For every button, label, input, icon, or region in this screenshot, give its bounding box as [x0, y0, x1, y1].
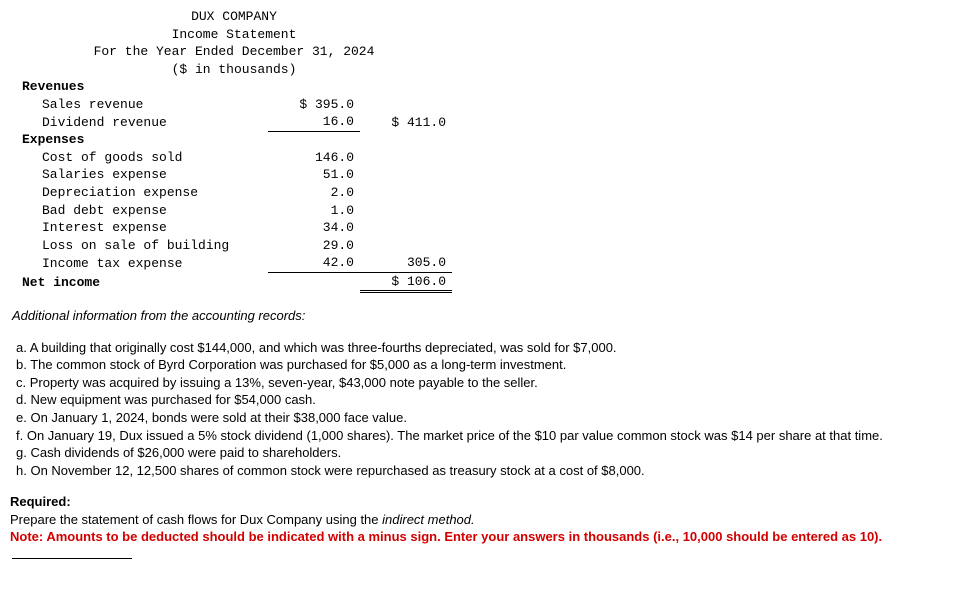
depreciation-label: Depreciation expense: [16, 184, 268, 202]
revenues-header: Revenues: [16, 78, 268, 96]
sales-revenue-label: Sales revenue: [16, 96, 268, 114]
total-revenues-value: $ 411.0: [360, 113, 452, 131]
item-b: b. The common stock of Byrd Corporation …: [16, 356, 964, 374]
company-name: DUX COMPANY: [16, 8, 452, 26]
cogs-label: Cost of goods sold: [16, 149, 268, 167]
interest-label: Interest expense: [16, 219, 268, 237]
item-f: f. On January 19, Dux issued a 5% stock …: [16, 427, 964, 445]
income-statement-table: DUX COMPANY Income Statement For the Yea…: [16, 8, 452, 293]
income-tax-value: 42.0: [268, 254, 360, 272]
cogs-value: 146.0: [268, 149, 360, 167]
statement-period: For the Year Ended December 31, 2024: [16, 43, 452, 61]
required-note: Note: Amounts to be deducted should be i…: [10, 528, 964, 546]
required-text-b: indirect method.: [382, 512, 475, 527]
statement-title: Income Statement: [16, 26, 452, 44]
statement-units: ($ in thousands): [16, 61, 452, 79]
loss-sale-value: 29.0: [268, 237, 360, 255]
depreciation-value: 2.0: [268, 184, 360, 202]
item-e: e. On January 1, 2024, bonds were sold a…: [16, 409, 964, 427]
salaries-label: Salaries expense: [16, 166, 268, 184]
item-d: d. New equipment was purchased for $54,0…: [16, 391, 964, 409]
expenses-header: Expenses: [16, 131, 268, 149]
bad-debt-value: 1.0: [268, 202, 360, 220]
item-c: c. Property was acquired by issuing a 13…: [16, 374, 964, 392]
required-text: Prepare the statement of cash flows for …: [10, 511, 964, 529]
net-income-value: $ 106.0: [360, 272, 452, 292]
dividend-revenue-label: Dividend revenue: [16, 113, 268, 131]
total-expenses-value: 305.0: [360, 254, 452, 272]
additional-info-heading: Additional information from the accounti…: [12, 307, 964, 325]
salaries-value: 51.0: [268, 166, 360, 184]
item-h: h. On November 12, 12,500 shares of comm…: [16, 462, 964, 480]
required-heading: Required:: [10, 493, 964, 511]
required-text-a: Prepare the statement of cash flows for …: [10, 512, 382, 527]
item-g: g. Cash dividends of $26,000 were paid t…: [16, 444, 964, 462]
item-a: a. A building that originally cost $144,…: [16, 339, 964, 357]
dividend-revenue-value: 16.0: [268, 113, 360, 131]
net-income-label: Net income: [16, 272, 268, 292]
additional-info-list: a. A building that originally cost $144,…: [16, 339, 964, 479]
loss-sale-label: Loss on sale of building: [16, 237, 268, 255]
bad-debt-label: Bad debt expense: [16, 202, 268, 220]
income-tax-label: Income tax expense: [16, 254, 268, 272]
interest-value: 34.0: [268, 219, 360, 237]
answer-input-line[interactable]: [12, 558, 132, 559]
sales-revenue-value: $ 395.0: [268, 96, 360, 114]
